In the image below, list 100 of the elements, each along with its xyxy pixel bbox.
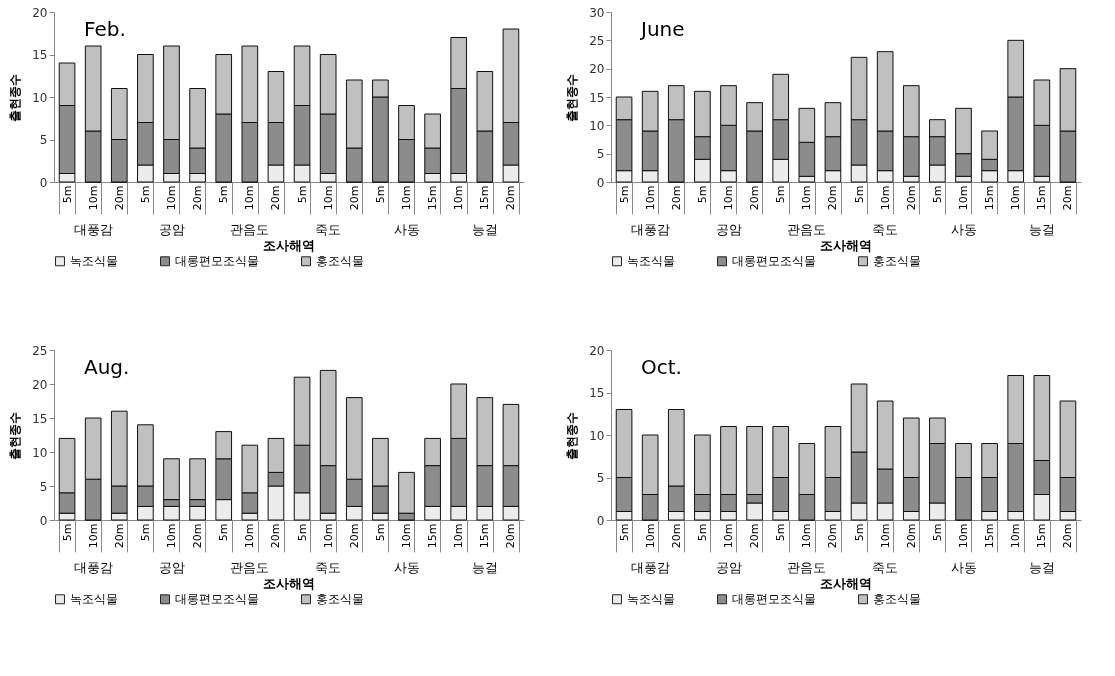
chart-title: Oct. [641,355,682,379]
x-tick-label: 5m [852,185,866,204]
x-tick-label: 5m [295,523,309,542]
text: 대풍감 [630,222,670,237]
y-tick-label: 20 [589,62,605,77]
text: 관음도 [230,222,270,237]
y-tick-label: 0 [39,513,48,528]
legend-label: 홍조식물 [873,254,921,269]
x-tick-label: 15m [478,523,492,549]
x-tick-label: 5m [295,185,309,204]
legend-label: 녹조식물 [627,592,675,607]
y-tick-label: 10 [589,428,605,443]
text: 능걸 [471,560,498,575]
y-tick-label: 5 [596,147,605,162]
x-axis-title: 조사해역 [820,576,872,591]
y-tick-label: 0 [596,175,605,190]
x-tick-label: 10m [722,185,735,211]
x-tick-label: 15m [983,523,997,549]
x-tick-label: 15m [426,185,440,211]
legend-label: 대롱편모조식물 [175,592,259,607]
y-axis-title: 출현종수 [565,73,580,122]
x-axis-title: 조사해역 [263,576,315,591]
text: 사동 [950,560,977,575]
text: 죽도 [872,222,899,237]
text: 공암 [158,560,185,575]
x-tick-label: 10m [86,523,100,549]
x-tick-label: 5m [217,185,231,204]
x-tick-label: 10m [800,185,814,211]
y-tick-label: 25 [32,343,48,358]
x-tick-label: 10m [321,185,335,211]
x-tick-label: 10m [86,185,100,211]
x-tick-label: 5m [217,523,231,542]
x-tick-label: 20m [269,523,283,549]
x-tick-label: 10m [1009,185,1023,211]
y-tick-label: 25 [589,33,605,48]
text: 대풍감 [73,560,113,575]
x-tick-label: 5m [774,185,788,204]
text: 관음도 [787,222,827,237]
y-tick-label: 15 [32,48,48,62]
x-axis-title: 조사해역 [263,238,315,253]
x-tick-label: 20m [748,523,762,549]
y-axis-title: 출현종수 [8,411,23,460]
x-tick-label: 20m [904,185,918,211]
x-tick-label: 20m [112,185,126,211]
x-tick-label: 10m [957,185,970,211]
x-tick-label: 10m [722,523,735,549]
text: 대풍감 [73,222,113,237]
x-tick-label: 5m [60,185,74,204]
x-tick-label: 10m [165,185,178,211]
x-tick-label: 10m [452,185,466,211]
x-tick-label: 20m [269,185,283,211]
legend-label: 홍조식물 [873,592,921,607]
x-tick-label: 5m [695,185,709,204]
legend-label: 홍조식물 [316,254,364,269]
y-tick-label: 20 [32,5,48,20]
x-tick-label: 10m [243,523,257,549]
text: 대풍감 [630,560,670,575]
y-tick-label: 5 [596,471,605,485]
x-tick-label: 10m [243,185,257,211]
x-tick-label: 20m [504,523,518,549]
x-tick-label: 5m [617,185,631,204]
y-tick-label: 10 [32,445,48,460]
y-tick-label: 5 [39,133,48,147]
x-axis-title: 조사해역 [820,238,872,253]
x-tick-label: 20m [191,523,205,549]
x-tick-label: 5m [138,523,152,542]
legend-label: 대롱편모조식물 [732,592,816,607]
text: 공암 [158,222,185,237]
x-tick-label: 5m [617,523,631,542]
text: 능걸 [1028,560,1055,575]
x-tick-label: 10m [878,523,892,549]
y-tick-label: 10 [589,118,605,133]
y-tick-label: 20 [32,377,48,392]
text: 사동 [393,560,420,575]
x-tick-label: 20m [669,523,683,549]
text: 관음도 [787,560,827,575]
y-tick-label: 0 [596,513,605,528]
x-tick-label: 5m [138,185,152,204]
x-tick-label: 20m [1061,185,1075,211]
y-tick-label: 10 [32,90,48,105]
legend-label: 녹조식물 [70,254,118,269]
text: 죽도 [872,560,899,575]
text: 공암 [715,222,742,237]
x-tick-label: 15m [1035,523,1049,549]
x-tick-label: 20m [347,185,361,211]
x-tick-label: 20m [904,523,918,549]
x-tick-label: 20m [669,185,683,211]
x-tick-label: 20m [191,185,205,211]
x-tick-label: 20m [504,185,518,211]
y-tick-label: 15 [589,386,605,400]
x-tick-label: 5m [930,185,944,204]
x-tick-label: 20m [1061,523,1075,549]
y-tick-label: 15 [589,90,605,105]
x-tick-label: 5m [852,523,866,542]
legend-label: 녹조식물 [627,254,675,269]
text: 공암 [715,560,742,575]
x-tick-label: 10m [643,523,657,549]
text: 죽도 [315,560,342,575]
chart-title: Feb. [84,17,126,41]
x-tick-label: 15m [426,523,440,549]
